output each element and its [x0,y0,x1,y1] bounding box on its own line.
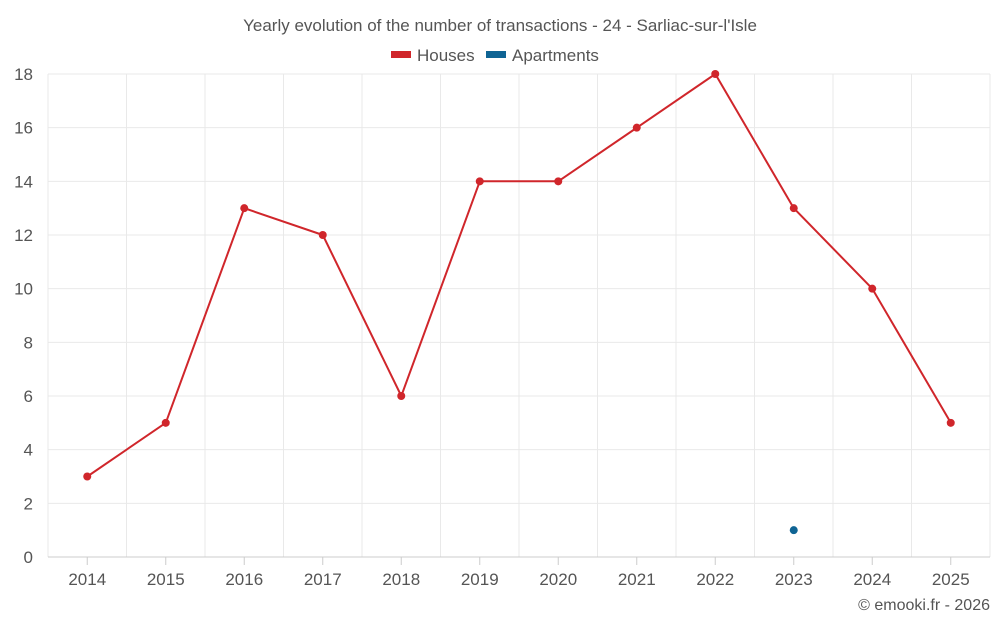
y-tick-label: 2 [24,494,33,513]
gridlines [47,73,991,557]
series-layer [83,70,955,535]
x-tick-label: 2015 [147,570,185,589]
axes: 0 2 4 6 8 10 12 14 16 18 2014 2015 2016 2017 2018 2019 2… [14,65,990,589]
legend-item-houses[interactable]: Houses [391,46,475,65]
x-tick-label: 2020 [539,570,577,589]
x-tick-label: 2014 [68,570,106,589]
y-tick-label: 16 [14,119,33,138]
x-tick-label: 2022 [696,570,734,589]
data-point-houses [789,204,798,213]
legend-item-apartments[interactable]: Apartments [486,46,599,65]
data-point-houses [554,177,563,186]
y-tick-label: 0 [24,548,33,567]
data-point-houses [161,418,170,427]
x-tick-label: 2023 [775,570,813,589]
data-point-houses [240,204,249,213]
data-point-houses [868,284,877,293]
x-tick-label: 2019 [461,570,499,589]
y-tick-label: 12 [14,226,33,245]
data-point-houses [475,177,484,186]
x-tick-label: 2025 [932,570,970,589]
x-tick-label: 2017 [304,570,342,589]
y-tick-label: 8 [24,333,33,352]
data-point-houses [83,472,92,481]
data-point-houses [711,70,720,78]
x-tick-label: 2024 [853,570,891,589]
series-line-houses [86,73,952,478]
legend-swatch-apartments [486,51,506,58]
y-tick-label: 6 [24,387,33,406]
data-point-houses [632,123,641,132]
data-point-houses [318,231,327,239]
legend-swatch-houses [391,51,411,58]
data-point-apartments [789,526,798,535]
legend: Houses Apartments [391,46,599,65]
y-tick-label: 10 [14,280,33,299]
x-tick-label: 2021 [618,570,656,589]
legend-label-apartments: Apartments [512,46,599,65]
x-tick-label: 2018 [382,570,420,589]
x-tick-label: 2016 [225,570,263,589]
y-tick-label: 14 [14,172,33,191]
chart-title: Yearly evolution of the number of transa… [243,16,757,35]
data-point-houses [946,418,955,427]
data-point-houses [397,392,406,400]
y-tick-label: 18 [14,65,33,84]
legend-label-houses: Houses [417,46,475,65]
y-tick-label: 4 [24,441,33,460]
credit-text: © emooki.fr - 2026 [858,597,990,614]
